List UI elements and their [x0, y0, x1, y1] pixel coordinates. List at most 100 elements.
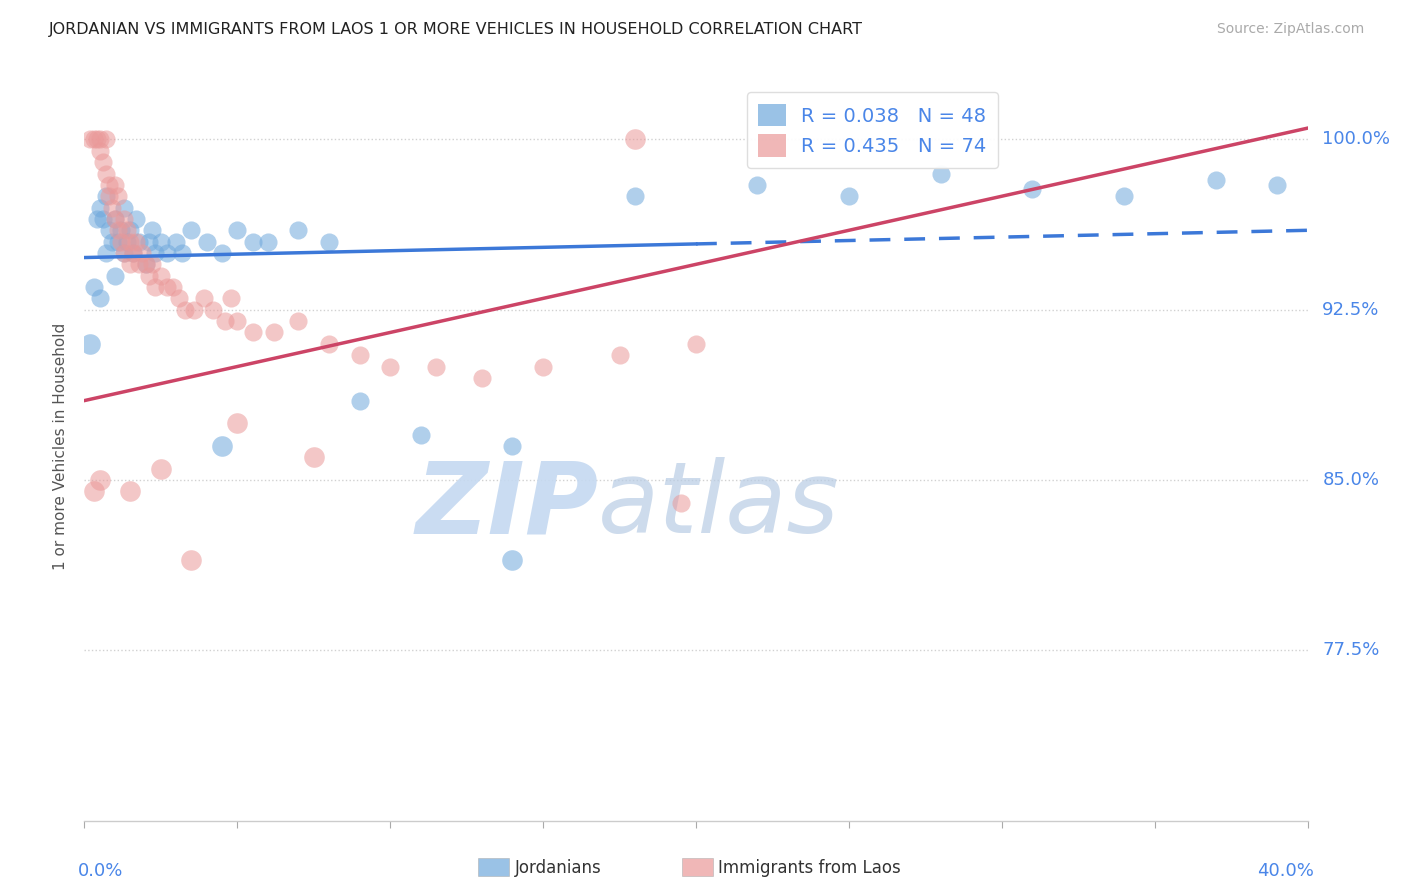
- Point: [226, 223, 249, 237]
- Text: 100.0%: 100.0%: [1322, 130, 1391, 148]
- Point: [101, 201, 124, 215]
- Point: [1312, 189, 1334, 203]
- Point: [226, 417, 249, 431]
- Point: [97, 223, 120, 237]
- Point: [318, 336, 340, 351]
- Point: [1265, 178, 1288, 192]
- Point: [122, 246, 145, 260]
- Point: [162, 280, 184, 294]
- Legend: R = 0.038   N = 48, R = 0.435   N = 74: R = 0.038 N = 48, R = 0.435 N = 74: [747, 92, 998, 169]
- Point: [156, 246, 179, 260]
- Text: 40.0%: 40.0%: [1257, 862, 1313, 880]
- Point: [838, 189, 860, 203]
- Point: [531, 359, 554, 374]
- Point: [112, 201, 135, 215]
- Point: [211, 439, 233, 453]
- Point: [97, 178, 120, 192]
- Point: [156, 280, 179, 294]
- Point: [349, 348, 371, 362]
- Point: [83, 280, 105, 294]
- Point: [110, 235, 132, 249]
- Point: [174, 302, 197, 317]
- Point: [138, 268, 160, 283]
- Text: atlas: atlas: [598, 458, 839, 555]
- Point: [128, 235, 150, 249]
- Point: [94, 189, 117, 203]
- Point: [128, 257, 150, 271]
- Point: [83, 484, 105, 499]
- Text: JORDANIAN VS IMMIGRANTS FROM LAOS 1 OR MORE VEHICLES IN HOUSEHOLD CORRELATION CH: JORDANIAN VS IMMIGRANTS FROM LAOS 1 OR M…: [49, 22, 863, 37]
- Point: [91, 155, 114, 169]
- Point: [135, 257, 157, 271]
- Point: [263, 326, 285, 340]
- Text: Jordanians: Jordanians: [515, 859, 602, 877]
- Point: [89, 201, 111, 215]
- Point: [201, 302, 224, 317]
- Point: [425, 359, 447, 374]
- Point: [149, 235, 172, 249]
- Point: [104, 211, 127, 226]
- Point: [79, 336, 101, 351]
- Point: [143, 246, 166, 260]
- Point: [242, 235, 264, 249]
- Point: [115, 223, 138, 237]
- Point: [138, 235, 160, 249]
- Point: [104, 211, 127, 226]
- Point: [94, 132, 117, 146]
- Text: 0.0%: 0.0%: [79, 862, 124, 880]
- Point: [107, 189, 129, 203]
- Point: [94, 246, 117, 260]
- Point: [112, 211, 135, 226]
- Point: [115, 235, 138, 249]
- Point: [214, 314, 236, 328]
- Point: [380, 359, 402, 374]
- Point: [112, 246, 135, 260]
- Point: [211, 246, 233, 260]
- Text: 85.0%: 85.0%: [1322, 471, 1379, 489]
- Text: 92.5%: 92.5%: [1322, 301, 1379, 318]
- Point: [1114, 189, 1136, 203]
- Point: [502, 439, 524, 453]
- Point: [141, 223, 163, 237]
- Point: [104, 178, 127, 192]
- Point: [609, 348, 631, 362]
- Point: [1205, 173, 1227, 187]
- Point: [167, 292, 190, 306]
- Point: [107, 235, 129, 249]
- Point: [120, 257, 142, 271]
- Point: [83, 132, 105, 146]
- Text: Source: ZipAtlas.com: Source: ZipAtlas.com: [1216, 22, 1364, 37]
- Text: 77.5%: 77.5%: [1322, 641, 1379, 659]
- Point: [94, 167, 117, 181]
- Point: [112, 246, 135, 260]
- Point: [89, 473, 111, 487]
- Point: [149, 461, 172, 475]
- Point: [97, 189, 120, 203]
- Point: [1021, 182, 1043, 196]
- Point: [86, 211, 108, 226]
- Point: [747, 178, 769, 192]
- Text: ZIP: ZIP: [415, 458, 598, 555]
- Y-axis label: 1 or more Vehicles in Household: 1 or more Vehicles in Household: [53, 322, 69, 570]
- Point: [193, 292, 215, 306]
- Point: [219, 292, 242, 306]
- Point: [624, 132, 647, 146]
- Point: [131, 246, 153, 260]
- Point: [89, 132, 111, 146]
- Text: Immigrants from Laos: Immigrants from Laos: [718, 859, 901, 877]
- Point: [91, 211, 114, 226]
- Point: [79, 132, 101, 146]
- Point: [180, 223, 202, 237]
- Point: [287, 223, 309, 237]
- Point: [120, 235, 142, 249]
- Point: [149, 268, 172, 283]
- Point: [86, 132, 108, 146]
- Point: [141, 257, 163, 271]
- Point: [180, 552, 202, 566]
- Point: [120, 484, 142, 499]
- Point: [349, 393, 371, 408]
- Point: [685, 336, 707, 351]
- Point: [143, 280, 166, 294]
- Point: [471, 371, 494, 385]
- Point: [125, 235, 148, 249]
